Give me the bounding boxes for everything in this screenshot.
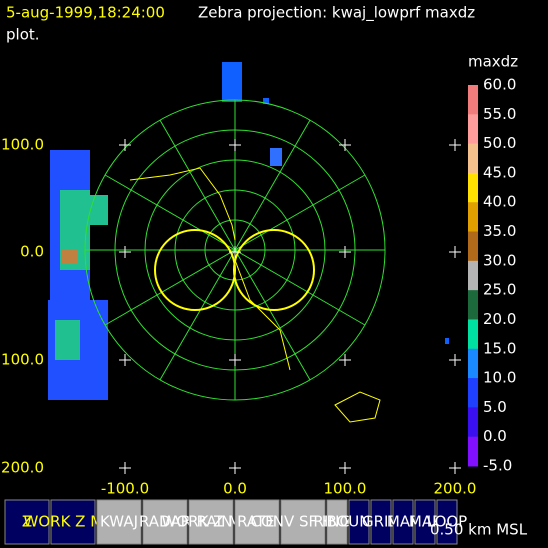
- icon-frame: [96, 499, 142, 545]
- grid-cross: [449, 246, 461, 258]
- toolbar-icon[interactable]: MAP: [409, 499, 441, 545]
- icon-label: Z: [22, 513, 32, 531]
- color-label: 30.0: [483, 251, 516, 269]
- color-segment: [468, 290, 478, 320]
- grid-cross: [449, 462, 461, 474]
- color-segment: [468, 114, 478, 145]
- grid-cross: [229, 246, 241, 258]
- icon-label: KWAJ: [100, 513, 138, 531]
- grid-cross: [229, 462, 241, 474]
- color-segment: [468, 319, 478, 350]
- icon-frame: [50, 499, 96, 545]
- x-label: 0.0: [223, 480, 247, 498]
- color-segment: [468, 202, 478, 233]
- icon-frame: [234, 499, 280, 545]
- grid-cross: [119, 462, 131, 474]
- toolbar-icon[interactable]: GRID: [362, 499, 400, 545]
- toolbar-icon[interactable]: LOOP: [427, 499, 467, 545]
- color-label: 35.0: [483, 222, 516, 240]
- color-label: 60.0: [483, 76, 516, 94]
- grid-cross: [339, 139, 351, 151]
- color-segment: [468, 436, 478, 467]
- toolbar-icon[interactable]: Z: [4, 499, 50, 545]
- title: Zebra projection: kwaj_lowprf maxdz: [198, 4, 475, 23]
- icon-frame: [142, 499, 188, 545]
- icon-label: GRID: [362, 513, 400, 531]
- colorbar: 60.0 55.0 50.0 45.0 40.0 35.0 30.0 25.0 20.0 15.0…: [468, 76, 516, 475]
- color-label: 45.0: [483, 163, 516, 181]
- radar-echoes: [48, 62, 449, 400]
- icon-frame: [414, 499, 436, 545]
- color-segment: [468, 260, 478, 291]
- y-label: 200.0: [1, 459, 44, 477]
- color-label: 0.0: [483, 427, 507, 445]
- color-segment: [468, 143, 478, 174]
- icon-frame: [188, 499, 234, 545]
- y-label: 0.0: [20, 243, 44, 261]
- grid-cross: [449, 354, 461, 366]
- grid-cross: [339, 246, 351, 258]
- color-segment: [468, 348, 478, 379]
- color-label: -5.0: [483, 457, 512, 475]
- grid-cross: [119, 139, 131, 151]
- y-label: 100.0: [1, 351, 44, 369]
- title-cont: plot.: [6, 26, 40, 44]
- icon-label: MAP: [387, 513, 419, 531]
- toolbar-icon[interactable]: MAP: [387, 499, 419, 545]
- x-label: 100.0: [324, 480, 367, 498]
- color-label: 55.0: [483, 105, 516, 123]
- level: 0.50 km MSL: [430, 521, 528, 539]
- icon-frame: [436, 499, 458, 545]
- icon-frame: [280, 499, 326, 545]
- grid-cross: [339, 462, 351, 474]
- icon-frame: [348, 499, 370, 545]
- grid-cross: [229, 354, 241, 366]
- y-label: 100.0: [1, 136, 44, 154]
- colorbar-field: maxdz: [468, 53, 518, 71]
- color-label: 5.0: [483, 398, 507, 416]
- color-label: 50.0: [483, 134, 516, 152]
- icon-frame: [326, 499, 348, 545]
- coastline: [129, 167, 381, 423]
- color-label: 15.0: [483, 339, 516, 357]
- x-label: 200.0: [434, 480, 477, 498]
- icon-frame: [4, 499, 50, 545]
- color-segment: [468, 172, 478, 203]
- color-segment: [468, 378, 478, 408]
- icon-label: RADAR: [139, 513, 191, 531]
- color-label: 10.0: [483, 369, 516, 387]
- grid-cross: [119, 246, 131, 258]
- icon-frame: [392, 499, 414, 545]
- color-label: 25.0: [483, 281, 516, 299]
- color-segment: [468, 85, 478, 115]
- icon-frame: [370, 499, 392, 545]
- color-label: 20.0: [483, 310, 516, 328]
- color-segment: [468, 407, 478, 438]
- color-label: 40.0: [483, 193, 516, 211]
- color-segment: [468, 231, 478, 262]
- icon-label: MAP: [409, 513, 441, 531]
- icon-label: LOOP: [427, 513, 467, 531]
- toolbar-icon[interactable]: KWAJ: [96, 499, 142, 545]
- grid-cross: [229, 139, 241, 151]
- x-label: -100.0: [101, 480, 149, 498]
- grid-cross: [449, 139, 461, 151]
- timestamp: 5-aug-1999,18:24:00: [6, 4, 165, 22]
- toolbar-icon[interactable]: RADAR: [139, 499, 191, 545]
- grid-cross: [119, 354, 131, 366]
- grid-cross: [339, 354, 351, 366]
